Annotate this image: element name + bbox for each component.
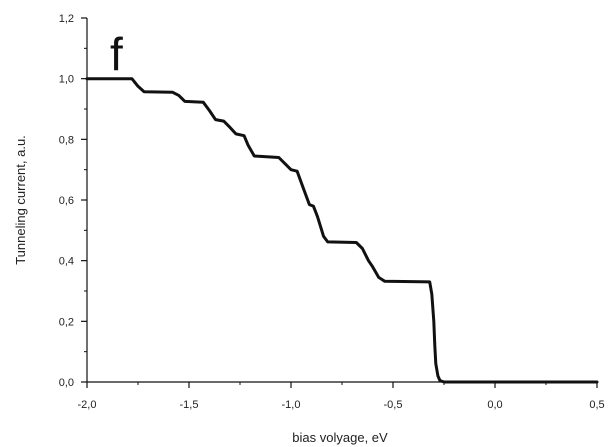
- y-tick-label: 1,0: [59, 74, 74, 86]
- ticks: [81, 17, 598, 388]
- y-tick-label: 0,6: [59, 195, 74, 207]
- panel-label: f: [110, 28, 123, 80]
- y-tick-label: 0,0: [59, 377, 74, 389]
- x-axis-title: bias volyage, eV: [292, 430, 388, 445]
- y-tick-label: 0,2: [59, 316, 74, 328]
- y-tick-label: 0,4: [59, 256, 74, 268]
- series-line: [85, 77, 599, 384]
- x-tick-label: 0,0: [487, 399, 502, 411]
- x-tick-label: 0,5: [589, 399, 604, 411]
- y-tick-label: 1,2: [59, 13, 74, 25]
- x-tick-label: -1,5: [180, 399, 199, 411]
- x-tick-label: -2,0: [78, 399, 97, 411]
- tick-labels: -2,0 -1,5 -1,0 -0,5 0,0 0,5 0,0 0,2 0,4 0,6 0,8 1,0…: [59, 13, 605, 411]
- plot-frame: [86, 18, 597, 383]
- y-axis-title: Tunneling current, a.u.: [13, 135, 28, 265]
- y-tick-label: 0,8: [59, 134, 74, 146]
- x-tick-label: -1,0: [282, 399, 301, 411]
- x-tick-label: -0,5: [384, 399, 403, 411]
